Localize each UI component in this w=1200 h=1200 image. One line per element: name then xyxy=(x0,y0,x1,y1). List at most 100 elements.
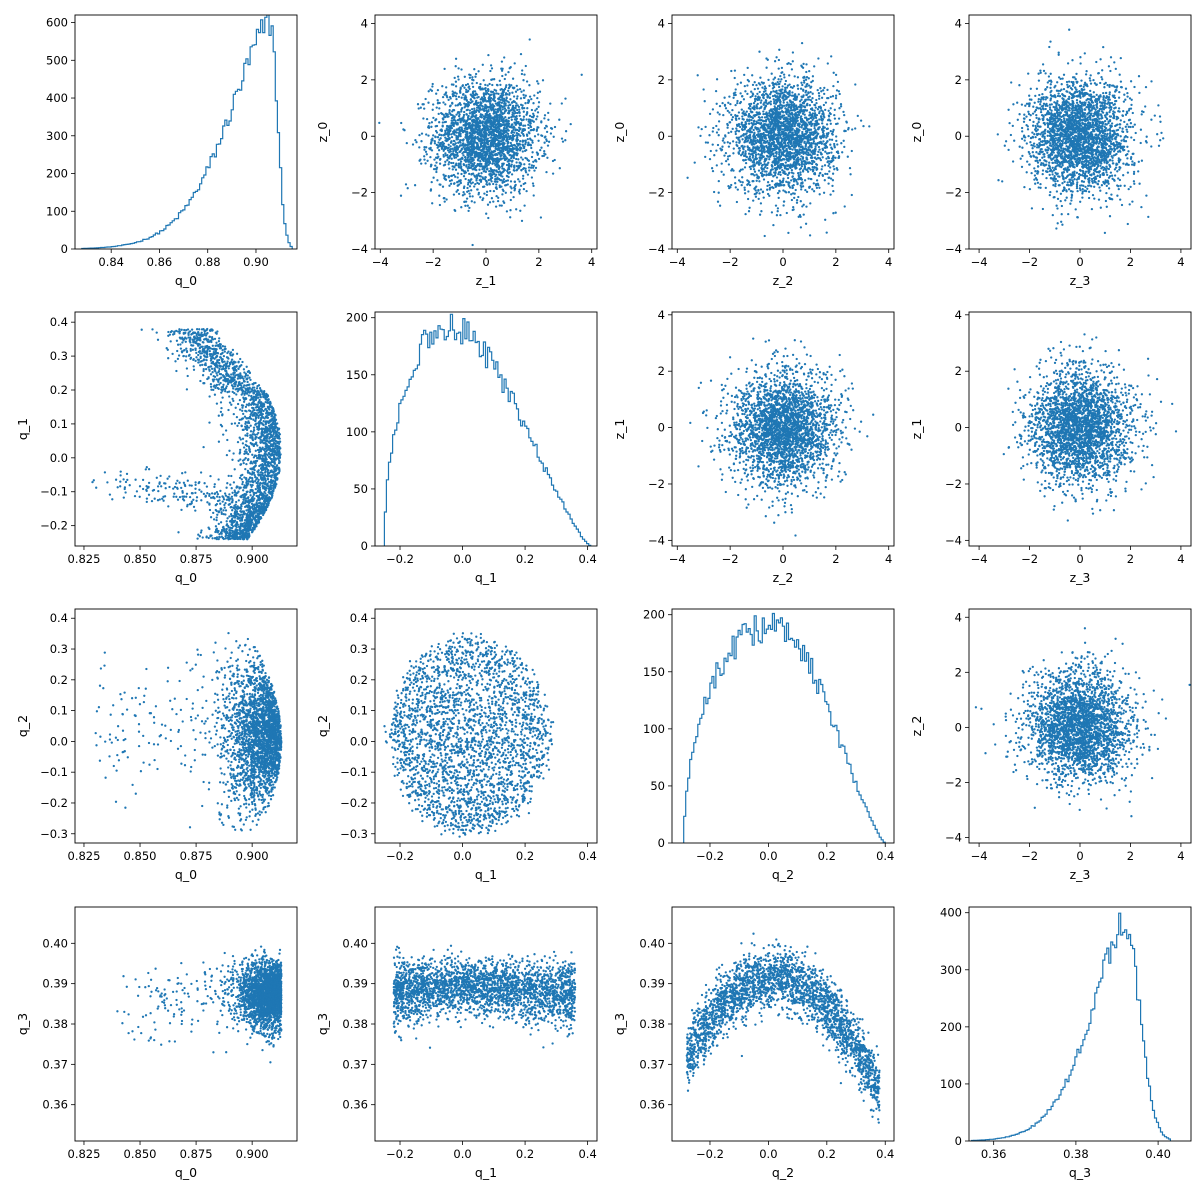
scatter-point xyxy=(768,109,771,112)
scatter-point xyxy=(753,100,757,103)
scatter-point xyxy=(757,153,760,156)
scatter-point xyxy=(479,155,482,159)
scatter-point xyxy=(778,182,782,185)
scatter-point xyxy=(714,89,718,93)
scatter-point xyxy=(777,78,780,81)
scatter-point xyxy=(778,189,781,193)
scatter-point xyxy=(718,113,721,116)
scatter-point xyxy=(741,138,744,141)
scatter-point xyxy=(805,109,809,112)
scatter-point xyxy=(560,102,563,105)
scatter-point xyxy=(424,150,428,153)
scatter-point xyxy=(447,146,450,149)
scatter-point xyxy=(813,112,817,115)
scatter-point xyxy=(519,122,523,125)
scatter-point xyxy=(472,142,475,145)
scatter-point xyxy=(456,75,460,78)
scatter-point xyxy=(500,118,503,121)
scatter-point xyxy=(702,88,705,91)
scatter-point xyxy=(831,102,834,105)
scatter-point xyxy=(743,73,746,77)
scatter-point xyxy=(478,121,481,124)
scatter-point xyxy=(750,90,753,93)
scatter-point xyxy=(779,128,782,131)
scatter-point xyxy=(441,121,444,124)
scatter-point xyxy=(431,85,434,88)
scatter-point xyxy=(454,57,458,60)
y-tick-label: 400 xyxy=(46,91,68,105)
scatter-point xyxy=(811,75,815,78)
scatter-point xyxy=(779,213,782,217)
scatter-point xyxy=(816,108,820,111)
scatter-point xyxy=(425,133,428,136)
scatter-point xyxy=(524,141,527,144)
scatter-point xyxy=(452,118,455,122)
scatter-point xyxy=(742,110,745,113)
scatter-point xyxy=(507,104,510,107)
scatter-point xyxy=(484,152,487,156)
scatter-point xyxy=(457,141,460,144)
scatter-point xyxy=(807,96,810,99)
scatter-point xyxy=(459,139,462,142)
scatter-point xyxy=(478,108,482,111)
scatter-point xyxy=(823,179,826,182)
scatter-point xyxy=(447,135,450,138)
scatter-point xyxy=(733,176,737,179)
scatter-point xyxy=(742,159,745,162)
scatter-point xyxy=(816,153,819,157)
scatter-point xyxy=(446,149,450,152)
scatter-point xyxy=(772,160,775,163)
scatter-point xyxy=(519,140,522,143)
scatter-point xyxy=(818,172,822,175)
scatter-point xyxy=(470,178,473,181)
scatter-point xyxy=(788,141,791,144)
scatter-point xyxy=(487,92,490,96)
scatter-point xyxy=(452,161,455,165)
scatter-point xyxy=(805,132,808,135)
scatter-point xyxy=(708,157,712,161)
scatter-point xyxy=(748,155,752,158)
scatter-point xyxy=(496,180,499,183)
scatter-point xyxy=(405,141,408,145)
scatter-point xyxy=(807,117,810,121)
scatter-point xyxy=(769,186,772,189)
scatter-point xyxy=(799,171,802,174)
scatter-point xyxy=(457,162,461,165)
scatter-point xyxy=(805,98,809,101)
scatter-point xyxy=(492,123,496,126)
scatter-point xyxy=(528,114,532,118)
scatter-point xyxy=(787,126,790,129)
scatter-point xyxy=(483,138,487,141)
scatter-point xyxy=(489,172,492,175)
scatter-point xyxy=(836,143,839,146)
scatter-point xyxy=(715,149,718,152)
scatter-point xyxy=(747,115,750,118)
scatter-point xyxy=(791,144,794,147)
scatter-point xyxy=(786,101,789,104)
scatter-point xyxy=(749,131,752,134)
scatter-point xyxy=(766,133,770,137)
scatter-point xyxy=(522,118,525,121)
scatter-point xyxy=(547,140,551,143)
scatter-point xyxy=(467,143,471,146)
scatter-point xyxy=(515,208,518,211)
scatter-point xyxy=(740,108,743,111)
scatter-point xyxy=(468,192,471,195)
scatter-point xyxy=(801,170,805,173)
scatter-point xyxy=(484,92,487,95)
scatter-point xyxy=(512,115,516,118)
scatter-point xyxy=(787,106,790,109)
scatter-point xyxy=(492,200,495,203)
scatter-point xyxy=(523,124,527,127)
scatter-point xyxy=(451,90,454,93)
scatter-point xyxy=(470,164,473,167)
scatter-point xyxy=(503,201,506,205)
scatter-point xyxy=(506,125,509,128)
scatter-point xyxy=(788,90,791,93)
scatter-point xyxy=(489,189,492,193)
scatter-point xyxy=(791,60,794,63)
scatter-point xyxy=(455,144,459,148)
scatter-point xyxy=(501,123,504,126)
scatter-point xyxy=(454,168,458,171)
scatter-point xyxy=(457,67,460,70)
